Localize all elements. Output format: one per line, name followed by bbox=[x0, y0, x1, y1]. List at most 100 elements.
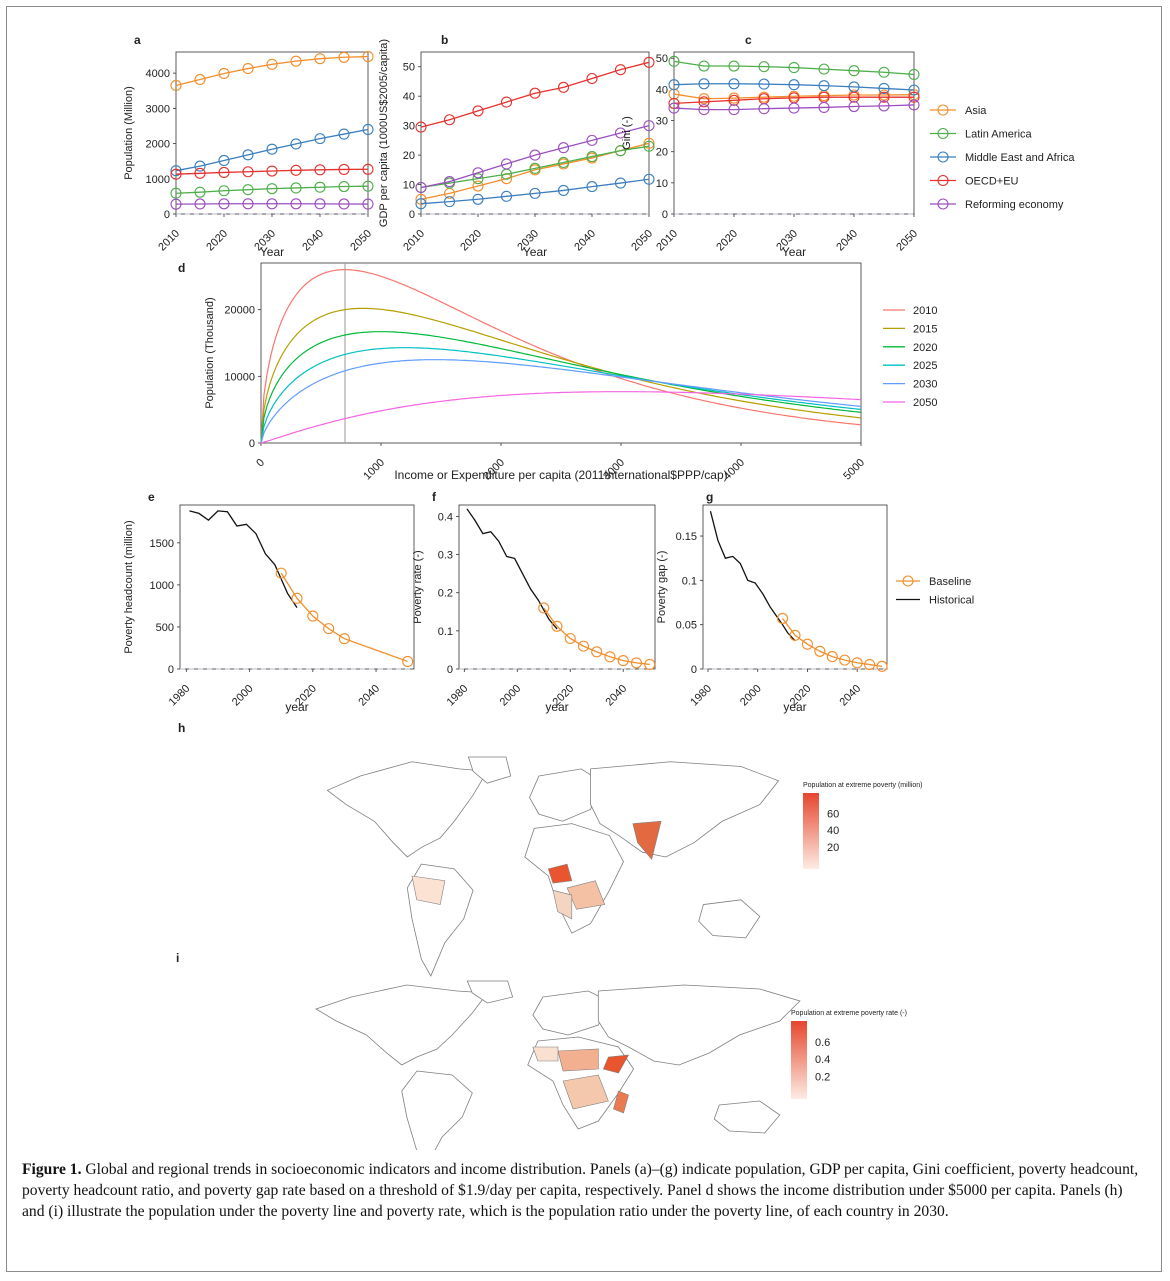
series-line bbox=[673, 96, 914, 105]
x-axis-label: Year bbox=[260, 245, 284, 259]
data-point bbox=[614, 177, 627, 189]
legend-marker bbox=[937, 151, 949, 163]
data-point bbox=[851, 657, 863, 669]
country-outline bbox=[698, 899, 761, 939]
data-point bbox=[777, 612, 789, 625]
country-outline bbox=[315, 984, 489, 1066]
legend-marker bbox=[937, 198, 949, 210]
x-tick-label: 1980 bbox=[445, 683, 471, 709]
data-point bbox=[586, 72, 598, 85]
data-point bbox=[338, 128, 350, 140]
data-point bbox=[194, 167, 206, 179]
data-point bbox=[314, 164, 326, 176]
data-point bbox=[839, 654, 851, 666]
data-point bbox=[668, 79, 680, 91]
data-point bbox=[643, 56, 655, 68]
y-tick-label: 0.1 bbox=[682, 575, 697, 587]
data-point bbox=[818, 101, 830, 114]
y-axis-label: Population (Million) bbox=[123, 86, 135, 180]
series-line bbox=[420, 178, 650, 205]
figure-canvas: h Population at extreme poverty (million)… bbox=[123, 33, 1075, 1150]
y-tick-label: 40 bbox=[656, 84, 668, 96]
plot-border bbox=[673, 51, 915, 215]
data-point bbox=[529, 162, 541, 174]
legend-label: 2025 bbox=[913, 360, 937, 372]
maps-layer: h Population at extreme poverty (million)… bbox=[176, 721, 922, 1150]
country-outline bbox=[597, 984, 801, 1066]
data-point bbox=[194, 186, 206, 198]
x-tick-label: 2040 bbox=[604, 683, 630, 709]
data-point bbox=[557, 142, 570, 154]
legend-marker bbox=[937, 174, 949, 187]
legend-label: OECD+EU bbox=[965, 176, 1019, 188]
x-axis-label: Year bbox=[523, 245, 547, 259]
series-line bbox=[673, 60, 915, 76]
legend-label: Asia bbox=[965, 105, 987, 117]
y-axis-label: Population (Thousand) bbox=[204, 297, 216, 408]
data-point bbox=[848, 100, 860, 113]
x-tick-label: 2050 bbox=[348, 228, 374, 254]
data-point bbox=[218, 185, 230, 197]
data-point bbox=[698, 78, 710, 90]
data-point bbox=[290, 182, 302, 194]
legend-label: 2050 bbox=[913, 397, 937, 409]
data-point bbox=[878, 100, 890, 112]
map-h: h Population at extreme poverty (million)… bbox=[178, 721, 922, 977]
x-tick-label: 2040 bbox=[834, 228, 860, 254]
data-point bbox=[788, 102, 800, 114]
legend-label: 2015 bbox=[913, 323, 937, 335]
data-point bbox=[338, 633, 350, 645]
data-point bbox=[878, 66, 890, 78]
panel-letter: c bbox=[745, 33, 752, 47]
panel-letter: b bbox=[441, 33, 448, 47]
x-tick-label: 2010 bbox=[401, 228, 427, 254]
country-shaded bbox=[547, 863, 573, 884]
legend-marker bbox=[937, 127, 949, 140]
data-point bbox=[415, 193, 427, 205]
data-point bbox=[402, 655, 414, 667]
data-point bbox=[878, 82, 890, 94]
data-point bbox=[323, 623, 335, 635]
data-point bbox=[266, 143, 278, 155]
data-point bbox=[586, 134, 598, 146]
data-point bbox=[290, 55, 302, 67]
plot-border bbox=[702, 504, 888, 670]
y-tick-label: 1000 bbox=[150, 580, 174, 592]
data-point bbox=[218, 154, 230, 167]
x-tick-label: 2010 bbox=[156, 228, 182, 254]
x-tick-label: 2000 bbox=[230, 683, 256, 709]
y-tick-label: 0.4 bbox=[438, 511, 453, 523]
x-tick-label: 2000 bbox=[498, 683, 524, 709]
x-axis-label: year bbox=[783, 700, 806, 714]
x-tick-label: 2040 bbox=[572, 228, 598, 254]
x-tick-label: 2020 bbox=[714, 228, 740, 254]
data-point bbox=[557, 184, 570, 196]
data-point bbox=[500, 190, 513, 202]
series-line bbox=[673, 93, 915, 100]
data-point bbox=[242, 166, 254, 178]
country-outline bbox=[401, 1070, 473, 1150]
data-point bbox=[170, 79, 182, 92]
panel-letter: a bbox=[134, 33, 141, 47]
data-point bbox=[415, 181, 427, 194]
caption-text: Global and regional trends in socioecono… bbox=[22, 1161, 1139, 1220]
y-tick-label: 0.3 bbox=[438, 550, 453, 562]
country-shaded bbox=[632, 820, 662, 860]
data-point bbox=[814, 645, 826, 657]
country-shaded bbox=[602, 1054, 630, 1074]
data-point bbox=[818, 80, 830, 92]
data-point bbox=[218, 166, 230, 178]
data-point bbox=[848, 65, 860, 77]
data-point bbox=[758, 103, 770, 115]
data-point bbox=[266, 183, 278, 195]
y-tick-label: 3000 bbox=[146, 103, 170, 115]
data-point bbox=[538, 602, 550, 614]
x-tick-label: 0 bbox=[254, 457, 267, 470]
country-outline bbox=[466, 980, 514, 1004]
data-point bbox=[194, 198, 206, 210]
data-point bbox=[848, 91, 860, 103]
data-point bbox=[314, 198, 326, 210]
country-outline bbox=[529, 768, 601, 822]
